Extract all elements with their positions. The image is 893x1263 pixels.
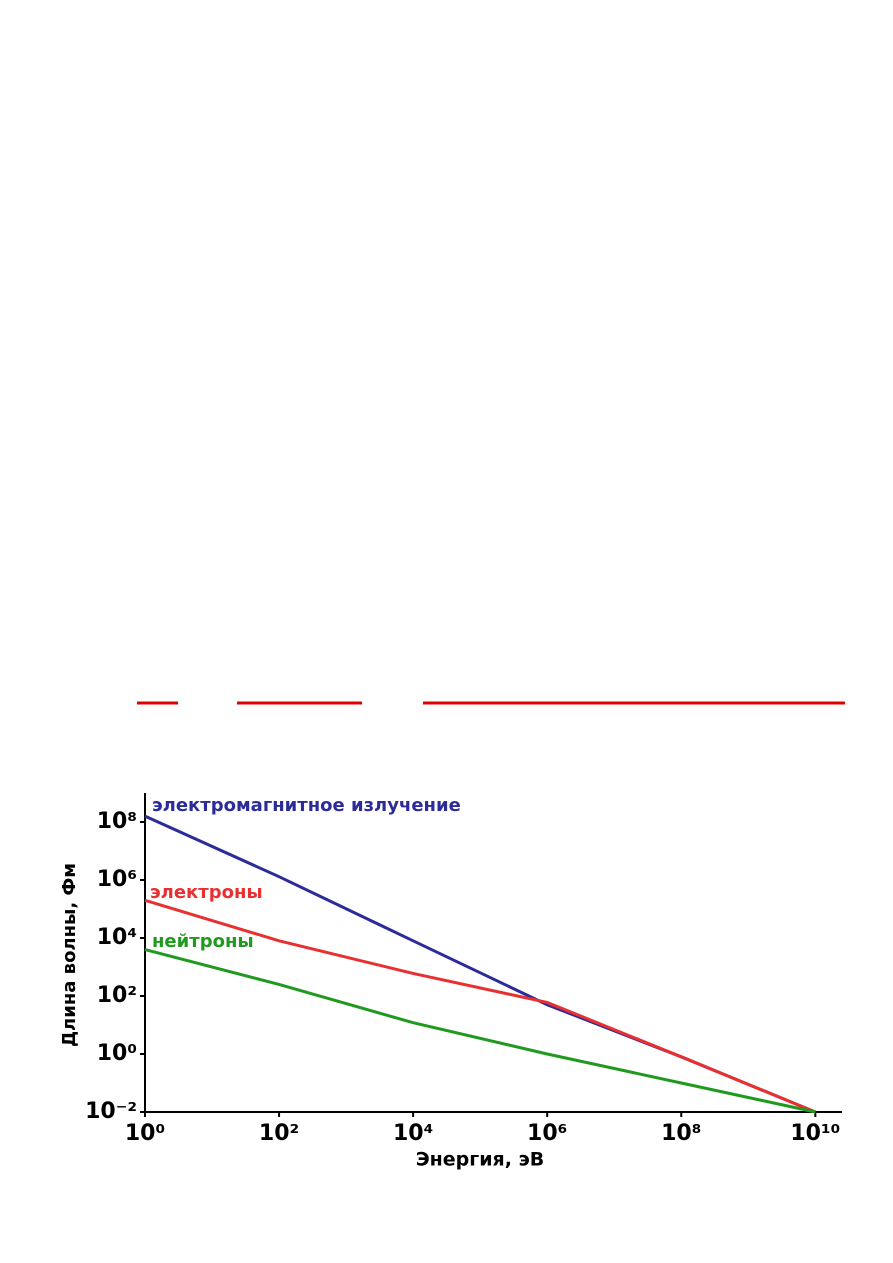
series-label: нейтроны — [152, 931, 254, 952]
y-tick-label: 10⁶ — [97, 867, 137, 892]
x-tick-label: 10⁶ — [527, 1121, 567, 1146]
y-tick-label: 10⁸ — [97, 809, 137, 834]
y-tick-label: 10² — [97, 983, 137, 1008]
y-tick-label: 10⁰ — [97, 1041, 137, 1066]
x-tick-label: 10¹⁰ — [790, 1121, 840, 1146]
x-tick-label: 10⁰ — [125, 1121, 165, 1146]
x-axis-label: Энергия, эВ — [416, 1149, 545, 1171]
x-tick-label: 10⁸ — [661, 1121, 701, 1146]
x-tick-label: 10² — [259, 1121, 299, 1146]
series-line — [144, 814, 816, 1114]
series-line — [144, 948, 816, 1114]
y-axis-label: Длина волны, Фм — [59, 863, 80, 1047]
series-label: электроны — [150, 882, 263, 903]
y-tick-label: 10⁻² — [85, 1099, 137, 1124]
x-tick-label: 10⁴ — [393, 1121, 433, 1146]
series-line — [144, 898, 816, 1114]
y-tick-label: 10⁴ — [97, 925, 137, 950]
series-label: электромагнитное излучение — [152, 795, 461, 816]
